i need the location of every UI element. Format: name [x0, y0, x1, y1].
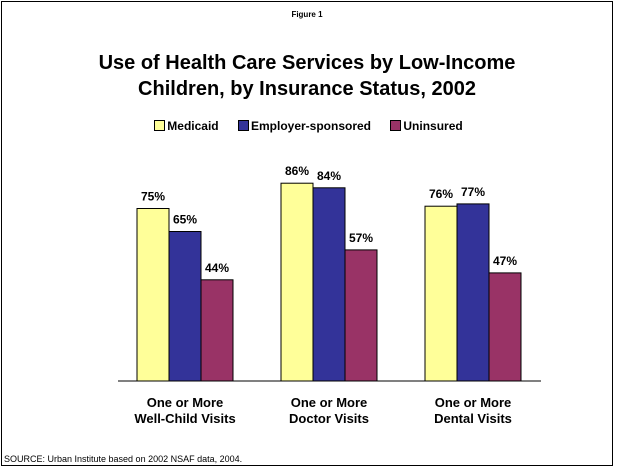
- legend-label-uninsured: Uninsured: [403, 119, 463, 133]
- title-line-1: Use of Health Care Services by Low-Incom…: [98, 52, 516, 74]
- bar-employer-sponsored-doctor: [312, 187, 346, 382]
- data-label-medicaid-well-child: 75%: [141, 190, 165, 204]
- legend-label-medicaid: Medicaid: [167, 119, 219, 133]
- legend-item-employer-sponsored: Employer-sponsored: [237, 119, 372, 133]
- bar-medicaid-dental: [424, 205, 458, 382]
- figure-label: Figure 1: [291, 10, 323, 19]
- bar-employer-sponsored-dental: [456, 203, 490, 382]
- legend-item-medicaid: Medicaid: [154, 119, 219, 133]
- legend-item-uninsured: Uninsured: [390, 119, 463, 133]
- chart-title: Use of Health Care Services by Low-Incom…: [20, 50, 594, 102]
- legend-swatch-medicaid: [154, 120, 166, 131]
- data-label-uninsured-well-child: 44%: [205, 261, 229, 275]
- legend-swatch-employer-sponsored: [237, 120, 249, 131]
- bar-uninsured-dental: [488, 272, 522, 382]
- chart-legend: Medicaid Employer-sponsored Uninsured: [0, 119, 617, 133]
- bar-medicaid-well-child: [136, 208, 170, 382]
- category-label-dental-line-1: One or More: [435, 395, 512, 410]
- category-label-well-child-line-1: One or More: [147, 395, 224, 410]
- legend-label-employer-sponsored: Employer-sponsored: [250, 119, 372, 133]
- bar-uninsured-well-child: [200, 279, 234, 382]
- category-label-doctor-line-2: Doctor Visits: [289, 411, 369, 426]
- data-label-employer-sponsored-well-child: 65%: [173, 213, 197, 227]
- title-line-2: Children, by Insurance Status, 2002: [138, 78, 476, 100]
- source-note: SOURCE: Urban Institute based on 2002 NS…: [4, 454, 243, 464]
- data-label-employer-sponsored-doctor: 84%: [317, 169, 341, 183]
- data-label-uninsured-dental: 47%: [493, 254, 517, 268]
- data-label-medicaid-doctor: 86%: [285, 164, 309, 178]
- bar-employer-sponsored-well-child: [168, 231, 202, 382]
- bar-medicaid-doctor: [280, 182, 314, 382]
- category-label-doctor-line-1: One or More: [291, 395, 368, 410]
- data-label-employer-sponsored-dental: 77%: [461, 185, 485, 199]
- legend-swatch-uninsured: [390, 120, 402, 131]
- category-label-dental-line-2: Dental Visits: [434, 411, 512, 426]
- data-label-medicaid-dental: 76%: [429, 187, 453, 201]
- bar-uninsured-doctor: [344, 249, 378, 382]
- data-label-uninsured-doctor: 57%: [349, 231, 373, 245]
- category-label-well-child-line-2: Well-Child Visits: [134, 411, 235, 426]
